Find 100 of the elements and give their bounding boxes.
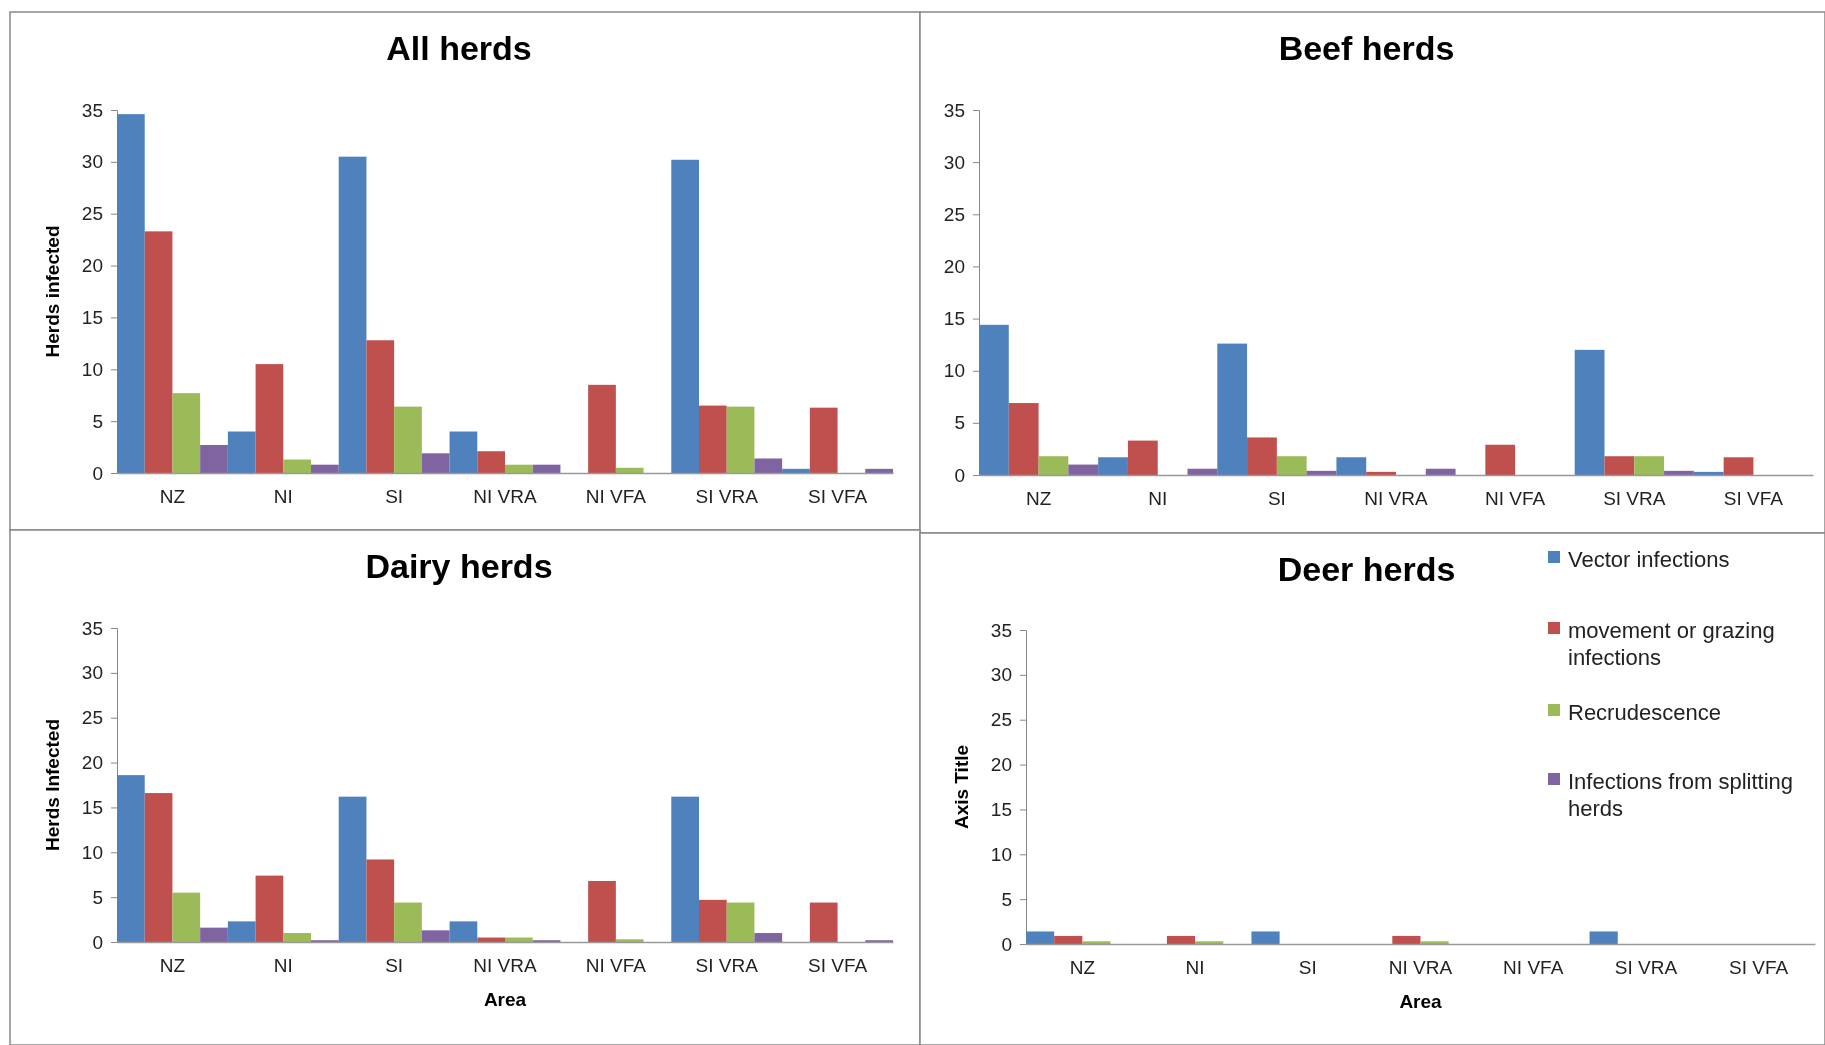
y-tick-label: 15 [81,307,103,329]
x-tick-label: SI VFA [1723,488,1784,510]
bar [505,937,533,942]
bar [1187,468,1218,475]
bar [421,930,450,942]
y-tick-label: 35 [990,619,1012,641]
bar [421,453,450,473]
x-tick-label: NI [1185,957,1205,979]
y-tick-label: 15 [990,799,1012,821]
bar [699,899,727,942]
bar [366,859,395,942]
y-tick-label: 25 [990,709,1012,731]
chart-title: All herds [386,29,532,67]
y-tick-label: 35 [81,99,103,121]
bar [477,451,505,473]
x-tick-label: SI [385,486,404,508]
y-tick-label: 30 [81,151,103,173]
y-tick-label: 25 [943,203,965,225]
bar [1276,456,1307,475]
bar [1366,471,1396,475]
legend-label: movement or grazing infections [1568,617,1775,671]
bar [1485,444,1516,475]
x-tick-label: NI [273,486,293,508]
x-tick-label: SI VRA [695,486,759,508]
bar [809,902,838,942]
bar [979,324,1009,475]
x-tick-label: SI VFA [1729,957,1789,979]
x-tick-label: SI [385,955,404,977]
x-tick-label: SI VRA [1614,957,1678,979]
x-tick-label: NI VRA [1364,488,1428,510]
x-tick-label: NZ [1025,488,1052,510]
bar [1068,464,1099,475]
chart-title: Dairy herds [365,547,553,585]
y-tick-label: 25 [81,707,103,729]
x-tick-label: NZ [159,486,186,508]
y-tick-label: 25 [81,203,103,225]
y-axis-title: Axis Title [951,744,972,830]
x-tick-label: NI VFA [1485,488,1546,510]
bar [255,364,284,473]
bar [615,939,644,942]
x-tick-label: NI [1148,488,1168,510]
x-tick-label: NI VFA [585,486,647,508]
y-tick-label: 5 [1001,888,1012,910]
chart-title: Deer herds [1277,550,1456,588]
bar [283,933,311,942]
chart-title: Beef herds [1278,29,1455,67]
bar [726,902,755,942]
bar [865,468,893,473]
x-tick-label: NZ [159,955,186,977]
bar [1127,440,1158,475]
bar [144,231,173,473]
y-tick-label: 0 [92,931,103,953]
bar [588,384,616,473]
x-tick-label: NI VRA [1388,957,1453,979]
y-tick-label: 15 [81,797,103,819]
bar [1336,457,1367,475]
bar [1664,470,1694,475]
bar [726,406,755,473]
bar [1098,457,1128,475]
legend-label: Recrudescence [1568,699,1721,725]
bar [532,464,561,473]
bar [117,114,145,473]
bar [1008,403,1039,475]
bar [1306,470,1337,475]
y-tick-label: 0 [954,464,965,486]
x-tick-label: NI [273,955,293,977]
bar [1634,456,1665,475]
bar [782,468,810,473]
bar [449,921,478,942]
y-tick-label: 20 [990,754,1012,776]
legend-label: Infections from splitting herds [1568,768,1793,822]
bar [449,431,478,473]
y-axis-title: Herds Infected [42,719,63,851]
bar [1425,468,1456,475]
x-tick-label: NZ [1069,957,1096,979]
y-tick-label: 5 [92,410,103,432]
y-tick-label: 20 [81,255,103,277]
bar [227,921,256,942]
bar [477,937,505,942]
bar [1693,471,1724,475]
bar [172,393,201,473]
bar [671,796,699,942]
bar [1247,437,1277,475]
x-tick-label: SI VRA [1603,488,1666,510]
y-tick-label: 15 [943,308,965,330]
bar [172,892,201,942]
x-tick-label: NI VRA [473,955,537,977]
y-tick-label: 10 [81,841,103,863]
x-tick-label: NI VRA [473,486,537,508]
legend-label: Vector infections [1568,546,1730,572]
bar [1038,456,1069,475]
bar [338,796,367,942]
x-tick-label: NI VFA [1503,957,1564,979]
y-tick-label: 0 [1001,933,1012,955]
bar [338,156,367,473]
bar [255,875,284,942]
y-tick-label: 30 [81,662,103,684]
bar [699,405,727,473]
y-tick-label: 20 [943,256,965,278]
y-tick-label: 30 [990,664,1012,686]
